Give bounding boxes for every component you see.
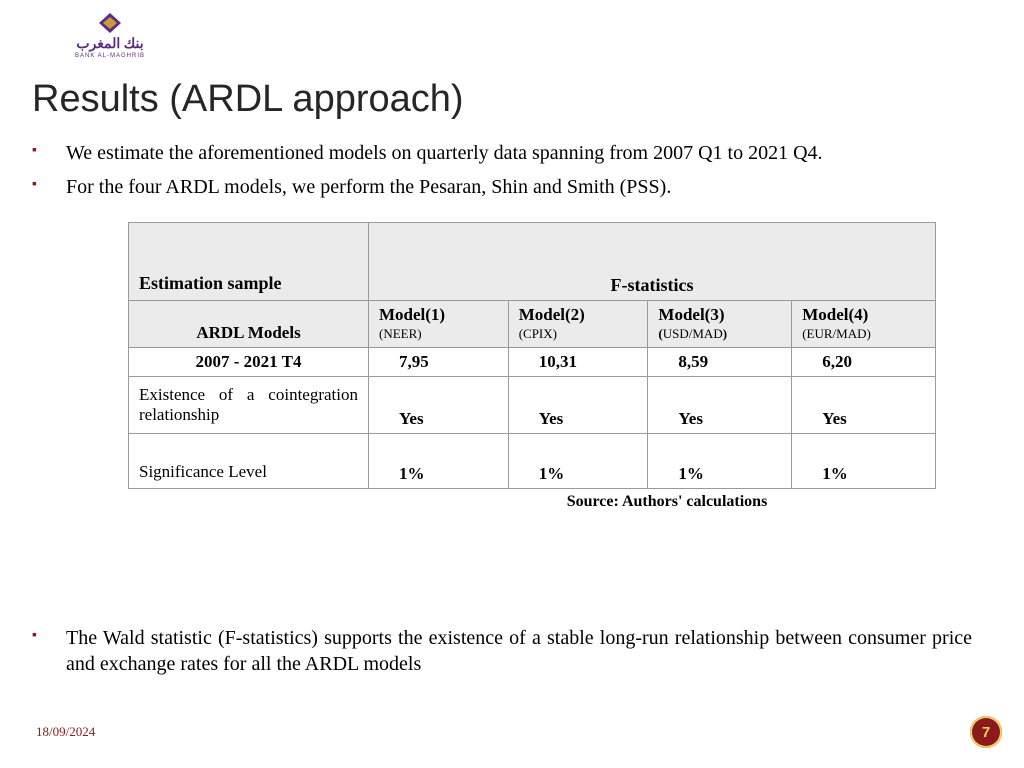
table-cell: 10,31 <box>508 348 648 377</box>
table-header-right: F-statistics <box>369 223 936 301</box>
table-cell: Yes <box>792 377 936 434</box>
table-cell: 1% <box>369 434 509 489</box>
footer-date: 18/09/2024 <box>36 724 95 740</box>
page-number-badge: 7 <box>970 716 1002 748</box>
slide-title: Results (ARDL approach) <box>32 78 464 121</box>
table-cell: 1% <box>648 434 792 489</box>
model-sub: USD/MAD <box>663 326 723 341</box>
model-sub: (CPIX) <box>519 326 557 341</box>
table-cell: 1% <box>508 434 648 489</box>
table-header-left: Estimation sample <box>129 223 369 301</box>
logo-diamond-icon <box>97 12 123 34</box>
logo-bank-name: بنك المغرب <box>75 36 145 53</box>
bullet-item: We estimate the aforementioned models on… <box>32 140 972 166</box>
table-subheader-left: ARDL Models <box>129 301 369 348</box>
bullet-item: For the four ARDL models, we perform the… <box>32 174 972 200</box>
top-bullet-list: We estimate the aforementioned models on… <box>32 140 972 208</box>
table-cell: 1% <box>792 434 936 489</box>
table-cell: Yes <box>369 377 509 434</box>
model-sub: (EUR/MAD) <box>802 326 871 341</box>
table-cell: 7,95 <box>369 348 509 377</box>
bank-logo: بنك المغرب BANK AL-MAGHRIB <box>75 12 145 59</box>
table-cell: 6,20 <box>792 348 936 377</box>
model-name: Model(3) <box>658 305 724 324</box>
row-label: Significance Level <box>129 434 369 489</box>
table-cell: Yes <box>648 377 792 434</box>
model-col-4: Model(4) (EUR/MAD) <box>792 301 936 348</box>
model-col-3: Model(3) (USD/MAD) <box>648 301 792 348</box>
model-col-1: Model(1) (NEER) <box>369 301 509 348</box>
model-col-2: Model(2) (CPIX) <box>508 301 648 348</box>
model-name: Model(4) <box>802 305 868 324</box>
row-label: 2007 - 2021 T4 <box>129 348 369 377</box>
results-table: Estimation sample F-statistics ARDL Mode… <box>128 222 936 489</box>
results-table-container: Estimation sample F-statistics ARDL Mode… <box>128 222 936 511</box>
model-name: Model(2) <box>519 305 585 324</box>
table-source: Source: Authors' calculations <box>128 493 936 511</box>
table-cell: 8,59 <box>648 348 792 377</box>
model-name: Model(1) <box>379 305 445 324</box>
model-sub: (NEER) <box>379 326 422 341</box>
table-cell: Yes <box>508 377 648 434</box>
bottom-bullet-list: The Wald statistic (F-statistics) suppor… <box>32 625 972 685</box>
bullet-item: The Wald statistic (F-statistics) suppor… <box>32 625 972 677</box>
logo-subtitle: BANK AL-MAGHRIB <box>75 53 145 59</box>
row-label: Existence of a cointegration relationshi… <box>129 377 369 434</box>
